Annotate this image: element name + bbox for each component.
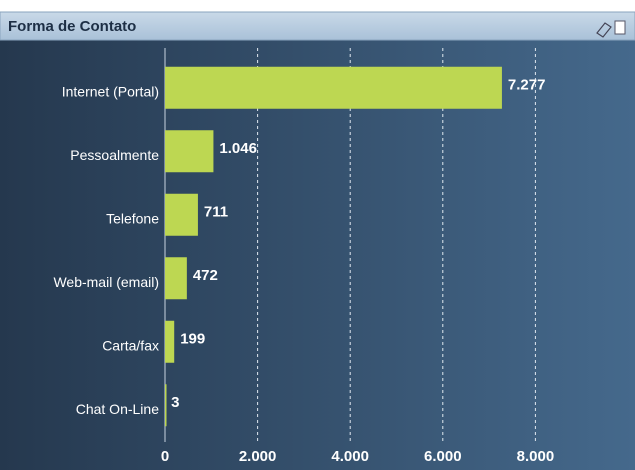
header-icons[interactable] (596, 20, 626, 38)
y-tick-label: Internet (Portal) (62, 83, 159, 99)
data-label: 1.046 (219, 140, 257, 157)
data-label: 199 (180, 331, 205, 348)
top-strip (0, 0, 635, 12)
y-tick-label: Pessoalmente (70, 147, 159, 163)
plot-background (0, 40, 635, 470)
bar (165, 66, 502, 109)
y-tick-label: Web-mail (email) (53, 274, 159, 290)
y-tick-label: Carta/fax (102, 337, 159, 353)
data-label: 711 (204, 204, 228, 221)
x-tick-label: 8.000 (517, 448, 555, 465)
data-label: 472 (193, 267, 218, 284)
x-tick-label: 4.000 (331, 448, 369, 465)
bar (165, 193, 198, 236)
panel-header (0, 11, 635, 41)
x-tick-label: 2.000 (239, 448, 277, 465)
data-label: 7.277 (508, 77, 546, 94)
export-icon[interactable] (614, 20, 626, 35)
x-tick-label: 0 (161, 448, 169, 465)
y-tick-label: Chat On-Line (76, 401, 159, 417)
clear-icon[interactable] (596, 22, 612, 38)
y-tick-label: Telefone (106, 210, 159, 226)
bar (165, 130, 214, 173)
bar (165, 257, 187, 300)
x-tick-label: 6.000 (424, 448, 462, 465)
bar (165, 320, 175, 363)
data-label: 3 (171, 394, 179, 411)
chart-title: Forma de Contato (8, 18, 136, 35)
bar (165, 384, 167, 427)
